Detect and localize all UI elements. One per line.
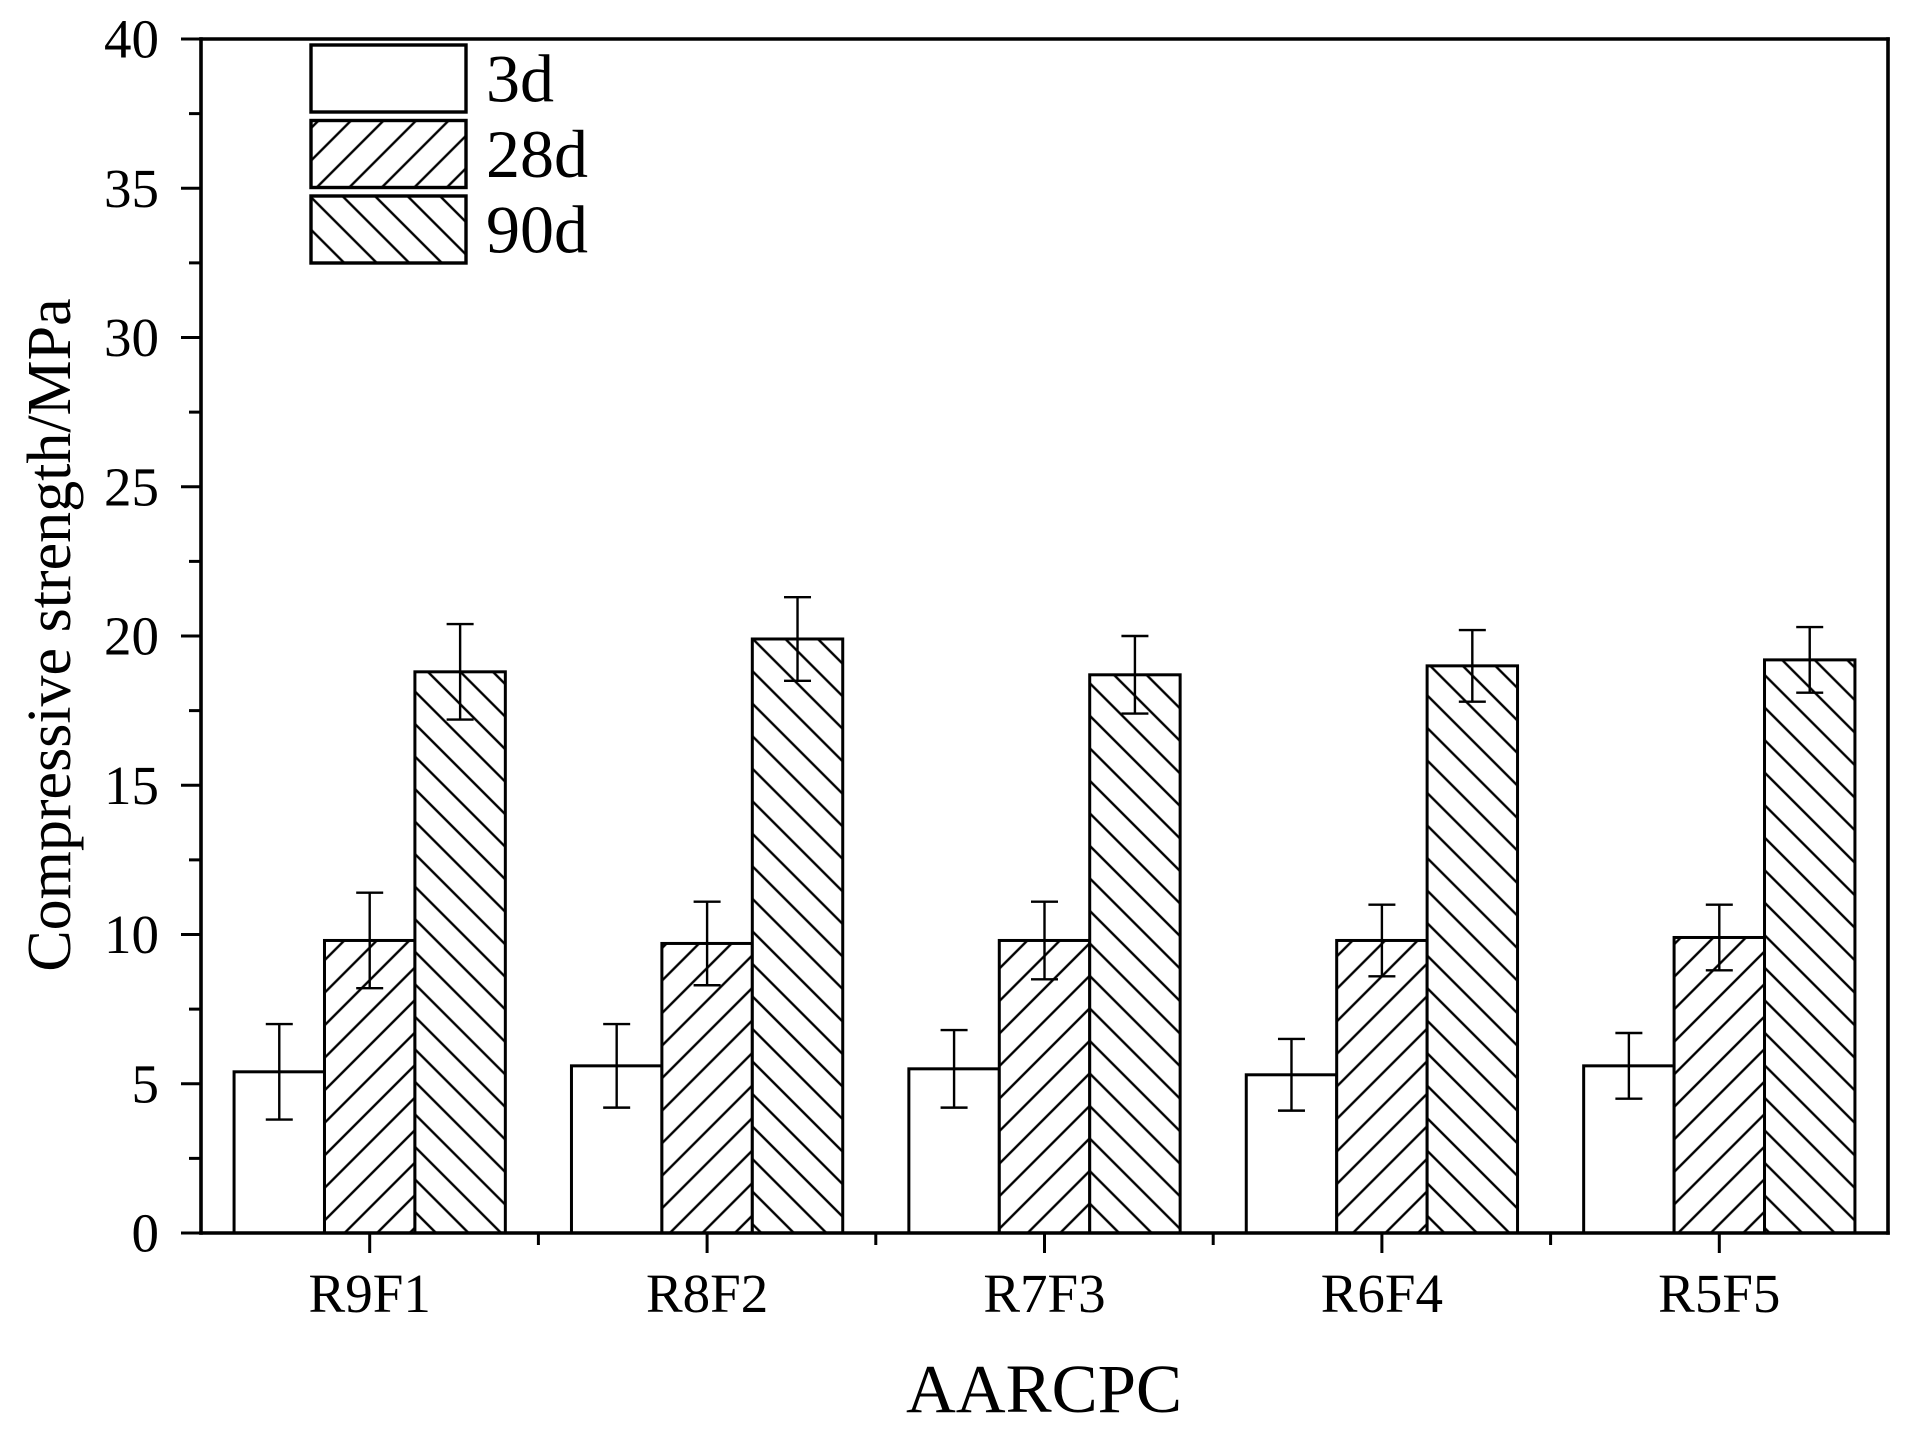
bars-layer — [232, 637, 1857, 1235]
y-tick-label: 30 — [104, 307, 159, 368]
x-tick-label: R8F2 — [646, 1263, 768, 1324]
legend-label-90d: 90d — [486, 192, 588, 268]
error-bar-3d-R7F3 — [940, 1028, 968, 1109]
y-tick-label: 10 — [104, 904, 159, 965]
bar-28d-R7F3 — [997, 938, 1092, 1235]
error-bar-28d-R7F3 — [1031, 900, 1058, 981]
legend-entry-90d: 90d — [309, 192, 588, 268]
legend-label-3d: 3d — [486, 41, 554, 117]
error-bar-28d-R8F2 — [693, 900, 721, 987]
legend-entry-28d: 28d — [309, 116, 588, 192]
error-bar-3d-R9F1 — [265, 1022, 293, 1121]
error-bar-90d-R9F1 — [446, 622, 474, 721]
error-bar-90d-R7F3 — [1121, 634, 1149, 715]
y-tick-label: 0 — [132, 1203, 160, 1264]
error-bar-28d-R5F5 — [1705, 903, 1733, 972]
x-axis-title: AARCPC — [906, 1351, 1182, 1427]
bar-90d-R6F4 — [1425, 664, 1520, 1235]
bar-28d-R6F4 — [1335, 938, 1429, 1235]
error-bar-28d-R6F4 — [1368, 903, 1396, 978]
legend-entry-3d: 3d — [309, 41, 554, 117]
bar-28d-R5F5 — [1672, 935, 1767, 1235]
error-bar-90d-R5F5 — [1796, 625, 1824, 694]
error-bars-layer — [265, 595, 1824, 1121]
bar-28d-R8F2 — [660, 941, 754, 1235]
y-tick-label: 15 — [104, 755, 159, 816]
y-axis-title: Compressive strength/MPa — [16, 298, 84, 971]
x-tick-label: R9F1 — [309, 1263, 431, 1324]
bar-90d-R5F5 — [1763, 658, 1857, 1235]
legend-swatch-28d — [309, 118, 468, 190]
error-bar-90d-R8F2 — [784, 595, 812, 682]
error-bar-3d-R5F5 — [1615, 1031, 1643, 1100]
y-tick-label: 5 — [132, 1053, 160, 1114]
legend-label-28d: 28d — [486, 116, 588, 192]
error-bar-3d-R8F2 — [603, 1022, 631, 1109]
bar-90d-R9F1 — [413, 670, 507, 1235]
bar-90d-R7F3 — [1088, 673, 1182, 1235]
error-bar-3d-R6F4 — [1277, 1037, 1305, 1112]
legend-swatch-90d — [309, 194, 468, 265]
y-tick-label: 35 — [104, 158, 159, 219]
error-bar-90d-R6F4 — [1458, 628, 1486, 703]
legend-swatch-3d — [309, 43, 468, 114]
y-tick-label: 20 — [104, 606, 159, 667]
y-tick-label: 40 — [104, 9, 159, 70]
bar-90d-R8F2 — [750, 637, 845, 1235]
y-tick-label: 25 — [104, 456, 159, 517]
x-tick-label: R7F3 — [983, 1263, 1105, 1324]
axes-layer: 0 5 10 15 20 25 30 35 40 R9F1 R8F2 R7F3 R6F4 R5F5 — [104, 9, 1890, 1324]
error-bar-28d-R9F1 — [356, 891, 384, 990]
x-tick-label: R5F5 — [1658, 1263, 1780, 1324]
x-tick-label: R6F4 — [1321, 1263, 1443, 1324]
